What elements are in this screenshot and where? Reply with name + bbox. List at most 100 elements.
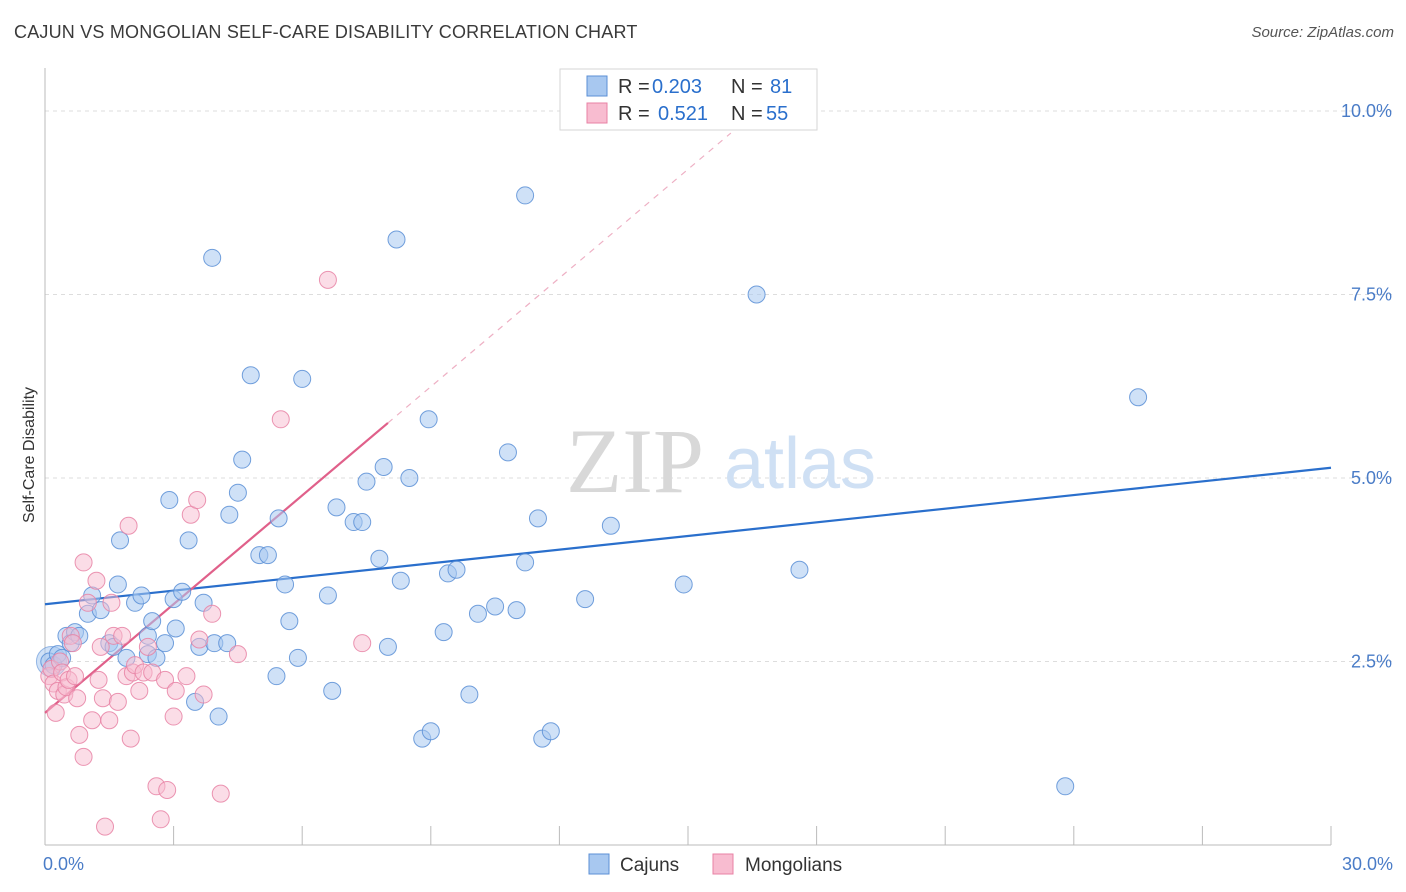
cajun-point <box>160 491 179 510</box>
mongolian-point <box>228 645 247 664</box>
cajun-point <box>203 248 222 267</box>
legend-n-value: 55 <box>766 103 788 125</box>
mongolian-point <box>66 667 85 686</box>
cajun-point <box>447 560 466 579</box>
cajun-point <box>220 505 239 524</box>
mongolian-point <box>271 410 290 429</box>
cajun-point <box>233 450 252 469</box>
trend-lines <box>44 132 1332 714</box>
data-points <box>35 186 1148 836</box>
trend-line-cajuns <box>44 466 1332 606</box>
cajun-point <box>400 469 419 488</box>
mongolian-point <box>70 725 89 744</box>
cajun-point <box>790 560 809 579</box>
legend-r-value: 0.203 <box>652 76 702 98</box>
mongolian-point <box>158 780 177 799</box>
mongolian-point <box>74 553 93 572</box>
cajun-point <box>419 410 438 429</box>
cajun-point <box>280 612 299 631</box>
mongolian-point <box>89 670 108 689</box>
x-tick-label: 0.0% <box>43 854 84 874</box>
mongolian-point <box>188 491 207 510</box>
watermark-atlas: atlas <box>724 424 876 504</box>
watermark-zip: ZIP <box>566 410 704 512</box>
y-tick-label: 7.5% <box>1351 285 1392 305</box>
legend-n-label: N = <box>731 76 763 98</box>
cajun-point <box>357 472 376 491</box>
cajun-point <box>374 458 393 477</box>
cajun-point <box>1129 388 1148 407</box>
mongolian-point <box>203 604 222 623</box>
chart-title: CAJUN VS MONGOLIAN SELF-CARE DISABILITY … <box>14 22 638 42</box>
cajun-point <box>498 443 517 462</box>
cajun-point <box>516 186 535 205</box>
y-tick-label: 5.0% <box>1351 468 1392 488</box>
cajun-point <box>111 531 130 550</box>
mongolian-point <box>194 685 213 704</box>
mongolian-point <box>93 689 112 708</box>
mongolian-point <box>87 571 106 590</box>
cajun-point <box>576 590 595 609</box>
mongolian-point <box>138 637 157 656</box>
cajun-point <box>434 623 453 642</box>
cajun-point <box>387 230 406 249</box>
cajun-point <box>1056 777 1075 796</box>
cajun-point <box>516 553 535 572</box>
cajun-point <box>166 619 185 638</box>
legend-r-label: R = <box>618 103 650 125</box>
cajun-point <box>267 667 286 686</box>
mongolian-point <box>177 667 196 686</box>
grid-lines <box>45 110 1392 663</box>
legend-swatch-cajuns <box>586 75 608 97</box>
mongolian-point <box>151 810 170 829</box>
bottom-legend-swatch-cajuns <box>588 853 610 875</box>
cajun-point <box>601 516 620 535</box>
mongolian-point <box>96 817 115 836</box>
cajun-point <box>288 648 307 667</box>
cajun-point <box>370 549 389 568</box>
cajun-point <box>269 509 288 528</box>
mongolian-point <box>353 634 372 653</box>
cajun-point <box>327 498 346 517</box>
legend-swatch-mongolians <box>586 102 608 124</box>
cajun-point <box>323 681 342 700</box>
bottom-legend: Cajuns Mongolians <box>588 853 842 876</box>
cajun-point <box>209 707 228 726</box>
mongolian-point <box>46 703 65 722</box>
cajun-point <box>747 285 766 304</box>
mongolian-point <box>211 784 230 803</box>
bottom-legend-label-mongolians: Mongolians <box>745 855 842 876</box>
cajun-point <box>460 685 479 704</box>
cajun-point <box>486 597 505 616</box>
mongolian-point <box>91 637 110 656</box>
cajun-point <box>218 634 237 653</box>
y-tick-label: 2.5% <box>1351 652 1392 672</box>
trend-line-mongolians-extension <box>387 132 732 424</box>
x-tick-label: 30.0% <box>1342 854 1393 874</box>
cajun-point <box>674 575 693 594</box>
cajun-point <box>391 571 410 590</box>
source-label: Source: ZipAtlas.com <box>1251 24 1394 41</box>
mongolian-point <box>166 681 185 700</box>
cajun-point <box>507 601 526 620</box>
legend-box: R = 0.203 N = 81 R = 0.521 N = 55 <box>559 68 818 131</box>
watermark: ZIP atlas <box>566 410 876 512</box>
mongolian-point <box>83 711 102 730</box>
cajun-point <box>108 575 127 594</box>
bottom-legend-swatch-mongolians <box>712 853 734 875</box>
cajun-point <box>421 722 440 741</box>
cajun-point <box>468 604 487 623</box>
mongolian-point <box>74 747 93 766</box>
trend-line-mongolians <box>44 422 389 714</box>
cajun-point <box>541 722 560 741</box>
mongolian-point <box>78 593 97 612</box>
mongolian-point <box>63 634 82 653</box>
cajun-point <box>132 586 151 605</box>
cajun-point <box>318 586 337 605</box>
legend-r-value: 0.521 <box>658 103 708 125</box>
legend-n-value: 81 <box>770 76 792 98</box>
mongolian-point <box>121 729 140 748</box>
mongolian-point <box>164 707 183 726</box>
tick-labels: 2.5% 5.0% 7.5% 10.0% 0.0% 30.0% <box>43 101 1393 874</box>
y-tick-label: 10.0% <box>1341 101 1392 121</box>
